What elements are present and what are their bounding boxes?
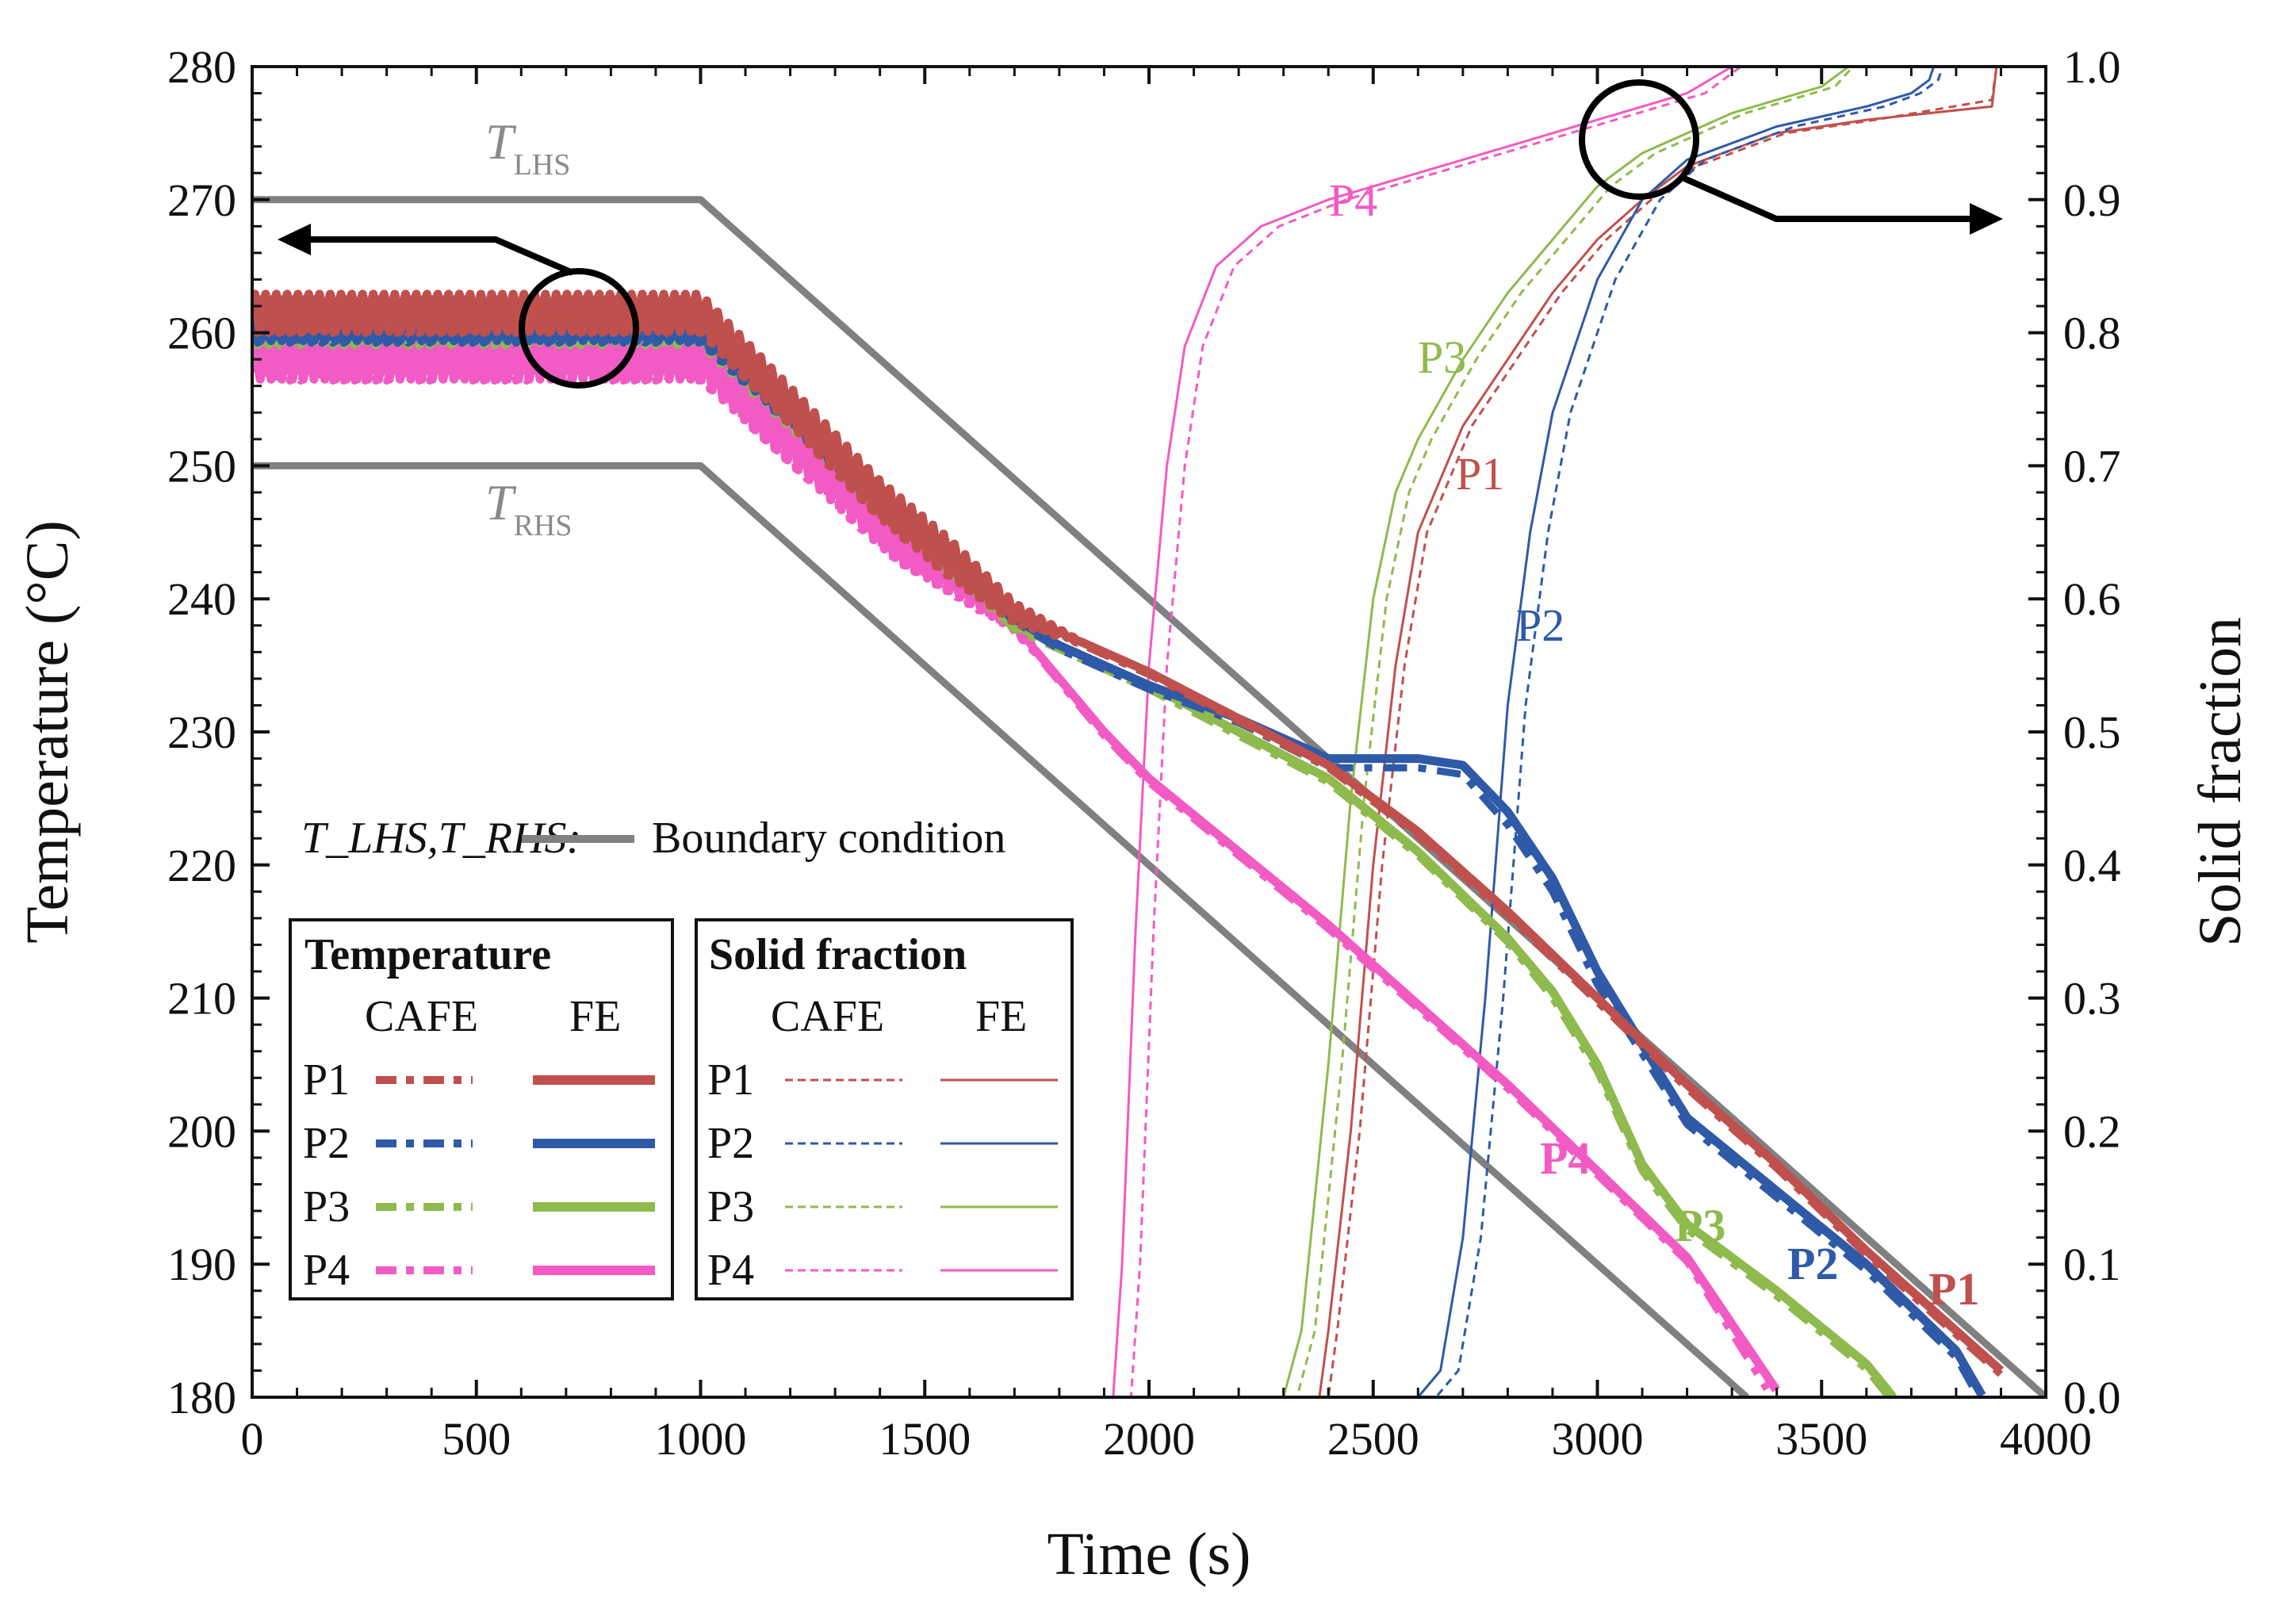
sf-line-p3-fe [252, 67, 1850, 1397]
temp-label-p4: P4 [1540, 1132, 1591, 1184]
svg-text:P1: P1 [303, 1055, 350, 1105]
x-tick-label: 1500 [879, 1413, 971, 1465]
svg-text:P3: P3 [707, 1182, 754, 1231]
temp-line-p2-cafe [252, 324, 1982, 1397]
y-tick-label-left: 240 [167, 573, 236, 625]
y-tick-label-left: 230 [167, 707, 236, 758]
sf-line-p2-cafe [252, 67, 1944, 1397]
y-tick-label-left: 220 [167, 840, 236, 891]
y-tick-label-right: 0.5 [2063, 707, 2121, 758]
y-tick-label-left: 260 [167, 308, 236, 359]
temp-line-p4-cafe [252, 326, 1771, 1392]
y-tick-label-right: 0.4 [2063, 840, 2121, 891]
svg-text:CAFE: CAFE [771, 992, 884, 1041]
svg-text:P4: P4 [707, 1246, 754, 1295]
sf-label-p4: P4 [1329, 174, 1377, 226]
svg-text:TRHS: TRHS [485, 474, 573, 542]
left-axis-indicator-circle [519, 268, 639, 389]
y-tick-label-right: 0.9 [2063, 174, 2121, 226]
y-axis-title-right: Solid fraction [2187, 617, 2254, 947]
svg-text:Temperature: Temperature [304, 930, 551, 979]
svg-text:Boundary condition: Boundary condition [652, 814, 1005, 863]
svg-text:P4: P4 [303, 1246, 350, 1295]
y-tick-label-left: 190 [167, 1239, 236, 1290]
svg-text:TLHS: TLHS [485, 113, 570, 182]
right-axis-indicator-circle [1579, 79, 1699, 200]
sf-label-p2: P2 [1516, 599, 1564, 651]
y-tick-label-left: 270 [167, 174, 236, 226]
t-lhs-label: TLHS [485, 113, 570, 182]
sf-line-p1-fe [252, 67, 1998, 1397]
sf-label-p3: P3 [1418, 331, 1466, 383]
sf-line-p1-cafe [252, 67, 1998, 1397]
y-tick-label-right: 0.2 [2063, 1105, 2121, 1157]
right-axis-indicator-arrow [1683, 175, 1982, 222]
temp-label-p2: P2 [1787, 1238, 1838, 1289]
svg-text:P2: P2 [707, 1119, 754, 1168]
y-axis-title-left: Temperature (°C) [14, 520, 81, 944]
svg-text:FE: FE [569, 992, 621, 1041]
temp-line-p2-fe [252, 320, 1986, 1397]
svg-text:P3: P3 [303, 1182, 350, 1231]
y-tick-label-left: 250 [167, 440, 236, 492]
x-tick-label: 1000 [655, 1413, 747, 1465]
y-tick-label-right: 0.8 [2063, 308, 2121, 359]
right-arrowhead [1970, 203, 2003, 235]
x-tick-label: 0 [241, 1413, 264, 1465]
x-tick-label: 2000 [1103, 1413, 1195, 1465]
x-tick-label: 500 [442, 1413, 511, 1465]
legend-boundary: T_LHS,T_RHS: Boundary condition [301, 814, 1005, 863]
sf-line-p2-fe [252, 67, 1936, 1397]
y-tick-label-right: 0.3 [2063, 973, 2121, 1025]
legend-solid-fraction: Solid fraction CAFE FE P1 P2 P3 P4 [695, 918, 1074, 1300]
svg-text:CAFE: CAFE [365, 992, 478, 1041]
temp-label-p1: P1 [1928, 1263, 1979, 1315]
x-tick-label: 3000 [1552, 1413, 1644, 1465]
t-rhs-label: TRHS [485, 474, 573, 542]
svg-text:P2: P2 [303, 1119, 350, 1168]
y-tick-label-right: 1.0 [2063, 41, 2121, 93]
x-tick-label: 2500 [1327, 1413, 1419, 1465]
y-tick-label-left: 210 [167, 973, 236, 1025]
left-axis-indicator-arrow [298, 236, 574, 276]
svg-text:FE: FE [975, 992, 1027, 1041]
x-axis-title: Time (s) [1047, 1521, 1251, 1588]
left-arrowhead [278, 224, 311, 255]
y-tick-label-right: 0.7 [2063, 440, 2121, 492]
svg-text:P1: P1 [707, 1055, 754, 1105]
y-tick-label-left: 200 [167, 1105, 236, 1157]
x-tick-label: 3500 [1775, 1413, 1867, 1465]
sf-line-p3-cafe [252, 67, 1854, 1397]
legend-temperature: Temperature CAFE FE P1 P2 P3 P4 [289, 918, 674, 1300]
sf-label-p1: P1 [1456, 448, 1504, 500]
sf-line-p4-fe [252, 67, 1733, 1397]
y-tick-label-right: 0.0 [2063, 1372, 2121, 1423]
boundary-line-t-rhs [252, 462, 1749, 1397]
axis-ticks: 0 500 1000 1500 2000 2500 3000 3500 4000 180 190 20… [167, 41, 2121, 1465]
y-tick-label-left: 280 [167, 41, 236, 93]
y-tick-label-right: 0.6 [2063, 573, 2121, 625]
y-tick-label-left: 180 [167, 1372, 236, 1423]
y-tick-label-right: 0.1 [2063, 1239, 2121, 1290]
temp-label-p3: P3 [1675, 1200, 1725, 1251]
x-tick-label: 4000 [2000, 1413, 2092, 1465]
svg-text:Solid fraction: Solid fraction [709, 930, 967, 979]
temp-line-p1-cafe [252, 293, 2004, 1377]
